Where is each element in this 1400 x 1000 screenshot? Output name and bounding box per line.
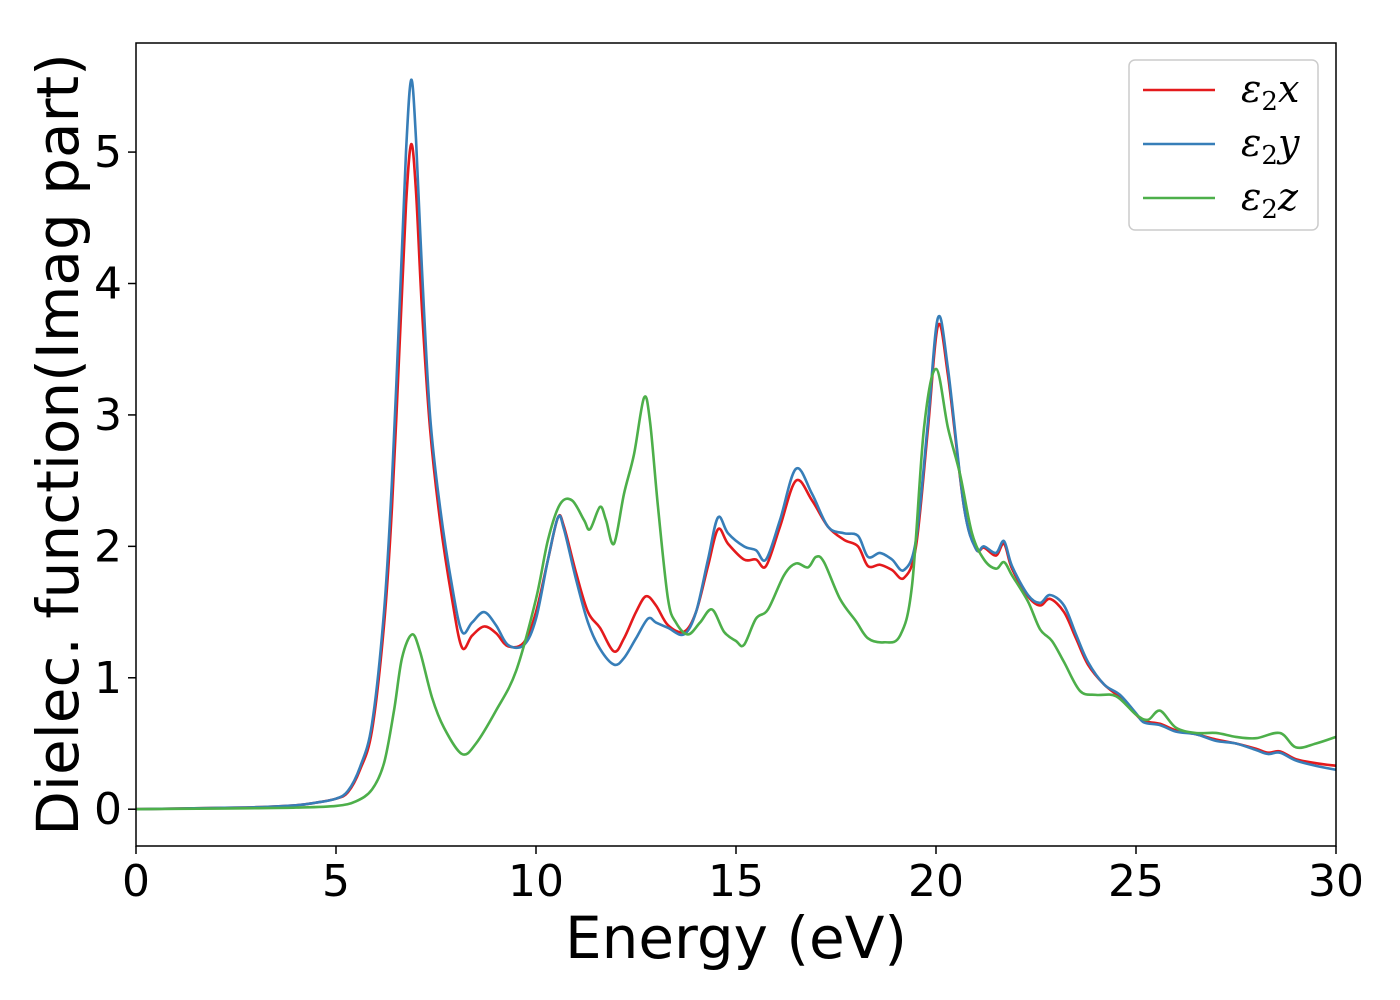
legend-label-y: ε2y (1241, 121, 1300, 171)
x-tick-label: 10 (508, 856, 564, 907)
y-tick-label: 4 (94, 259, 122, 310)
x-tick-label: 5 (322, 856, 350, 907)
y-tick-label: 2 (94, 521, 122, 572)
series-line-z (135, 367, 1337, 811)
plot-lines (135, 78, 1337, 811)
series-line-y (135, 78, 1337, 811)
y-tick-label: 5 (94, 127, 122, 178)
legend-label-x: ε2x (1241, 67, 1299, 117)
series-line-x (135, 142, 1337, 811)
y-tick-label: 3 (94, 390, 122, 441)
y-tick-label: 1 (94, 653, 122, 704)
x-tick-label: 25 (1108, 856, 1164, 907)
x-tick-label: 0 (122, 856, 150, 907)
x-tick-label: 30 (1308, 856, 1364, 907)
y-tick-label: 0 (94, 784, 122, 835)
x-axis-ticks: 0 5 10 15 20 25 30 (122, 846, 1364, 907)
x-axis-title: Energy (eV) (565, 904, 907, 972)
x-tick-label: 15 (708, 856, 764, 907)
legend-box (1128, 59, 1319, 231)
x-tick-label: 20 (908, 856, 964, 907)
legend-label-z: ε2z (1241, 175, 1299, 225)
y-axis-title: Dielec. function(Imag part) (24, 53, 92, 836)
y-axis-ticks: 0 1 2 3 4 5 (94, 127, 136, 835)
